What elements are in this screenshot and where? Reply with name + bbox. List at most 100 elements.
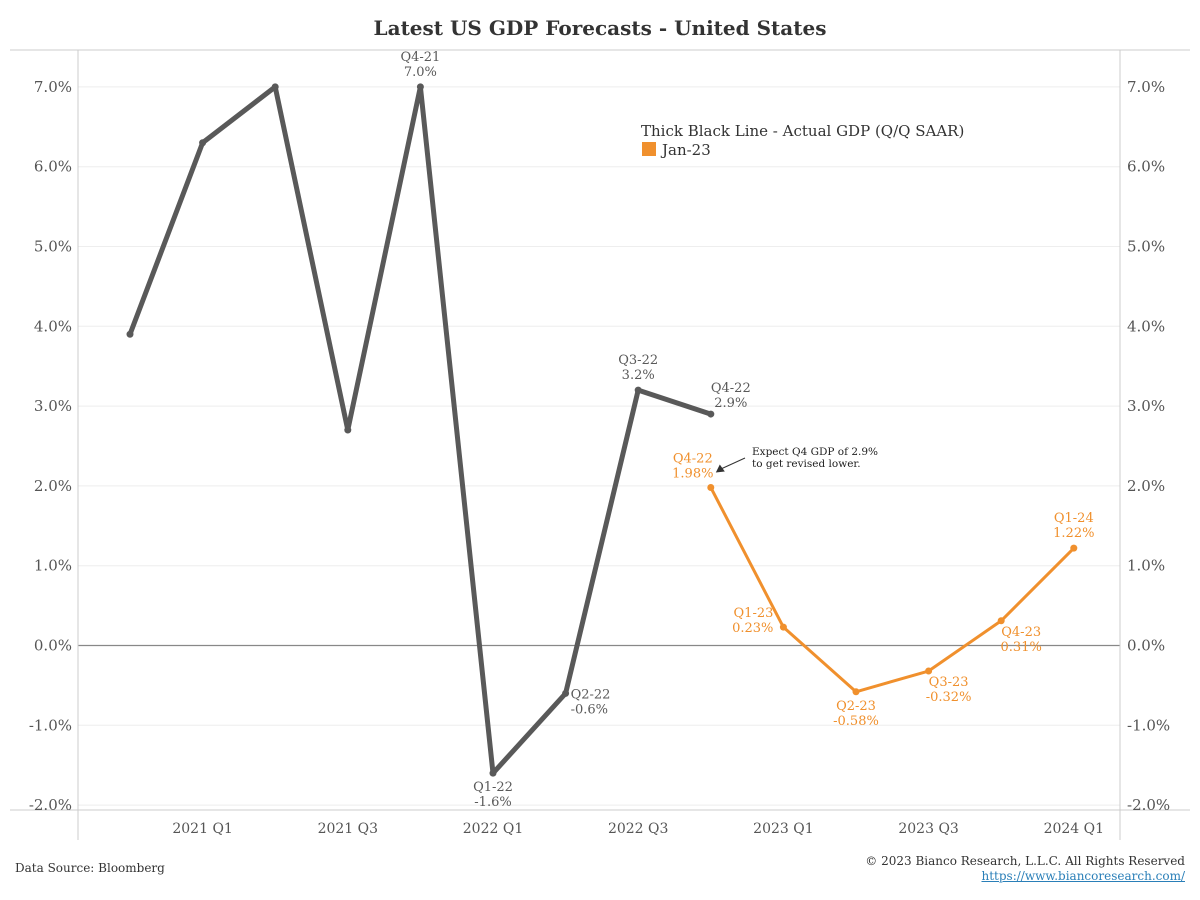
data-label: Q4-22 2.9% [711, 381, 751, 411]
data-label-line: Q4-22 [673, 451, 713, 466]
legend: Thick Black Line - Actual GDP (Q/Q SAAR)… [641, 122, 964, 159]
data-label-line: Q3-23 [929, 675, 969, 690]
data-label-line: -0.58% [833, 714, 879, 729]
y-axis-left: 7.0% 6.0% 5.0% 4.0% 3.0% 2.0% 1.0% 0.0% -1.0% -2.… [29, 78, 72, 814]
forecast-point [852, 688, 860, 696]
data-label-line: 0.23% [732, 621, 773, 636]
y-tick-label-right: 5.0% [1127, 238, 1165, 256]
data-label-line: 0.31% [1001, 640, 1042, 655]
legend-note: Thick Black Line - Actual GDP (Q/Q SAAR) [641, 122, 964, 140]
data-label: Q3-23 -0.32% [926, 675, 972, 705]
data-label-line: -0.6% [571, 702, 608, 717]
actual-point [199, 139, 207, 147]
forecast-point [997, 617, 1005, 625]
legend-label: Jan-23 [660, 141, 711, 159]
actual-point [489, 769, 497, 777]
y-tick-label-left: 4.0% [34, 317, 72, 335]
x-tick-label: 2022 Q3 [608, 821, 668, 837]
data-label-line: 3.2% [622, 368, 655, 383]
gridlines [78, 86, 1120, 806]
data-label: Q1-23 0.23% [732, 606, 773, 636]
series-layer [126, 83, 1078, 777]
y-tick-label-right: 0.0% [1127, 637, 1165, 655]
actual-point [344, 426, 352, 434]
data-label-line: Q1-24 [1054, 511, 1094, 526]
y-tick-label-left: 6.0% [34, 158, 72, 176]
data-label: Q4-23 0.31% [1001, 625, 1042, 655]
data-label: Q4-21 7.0% [400, 50, 440, 80]
data-label: Q3-22 3.2% [618, 353, 658, 383]
data-label: Q1-22 -1.6% [473, 780, 513, 810]
actual-point [271, 83, 279, 91]
legend-swatch [642, 142, 656, 156]
forecast-point [707, 483, 715, 491]
data-label-line: Q4-23 [1001, 625, 1041, 640]
x-tick-label: 2023 Q1 [753, 821, 813, 837]
x-axis: 2021 Q1 2021 Q3 2022 Q1 2022 Q3 2023 Q1 2023 … [172, 821, 1104, 837]
data-label: Q4-22 1.98% [672, 451, 713, 481]
plot-frame [10, 49, 1190, 840]
y-tick-label-right: 3.0% [1127, 397, 1165, 415]
forecast-point [925, 667, 933, 675]
data-label-line: 1.98% [672, 466, 713, 481]
data-label: Q2-23 -0.58% [833, 699, 879, 729]
data-label-line: 1.22% [1053, 526, 1094, 541]
data-label: Q2-22 -0.6% [571, 687, 611, 717]
data-source-note: Data Source: Bloomberg [15, 861, 165, 875]
copyright-text: © 2023 Bianco Research, L.L.C. All Right… [865, 854, 1185, 868]
y-tick-label-left: 0.0% [34, 637, 72, 655]
y-tick-label-left: 1.0% [34, 557, 72, 575]
y-tick-label-right: 7.0% [1127, 78, 1165, 96]
chart-title: Latest US GDP Forecasts - United States [373, 16, 827, 40]
data-label-line: Q2-23 [836, 699, 876, 714]
actual-point [634, 386, 642, 394]
footer-credits: © 2023 Bianco Research, L.L.C. All Right… [865, 854, 1185, 884]
y-tick-label-right: 2.0% [1127, 477, 1165, 495]
data-label-line: Q4-22 [711, 381, 751, 396]
data-label-line: Q3-22 [618, 353, 658, 368]
y-tick-label-right: 6.0% [1127, 158, 1165, 176]
actual-point [707, 410, 715, 418]
y-axis-right: 7.0% 6.0% 5.0% 4.0% 3.0% 2.0% 1.0% 0.0% -1.0% -2.… [1127, 78, 1170, 814]
annotations: Expect Q4 GDP of 2.9% to get revised lowe… [715, 446, 878, 473]
actual-point [126, 330, 134, 338]
x-tick-label: 2023 Q3 [898, 821, 958, 837]
y-tick-label-right: 1.0% [1127, 557, 1165, 575]
forecast-point [1070, 544, 1078, 552]
data-label-line: Q1-22 [473, 780, 513, 795]
data-labels: Q4-21 7.0% Q1-22 -1.6% Q2-22 -0.6% Q3-22 3.2% Q4… [400, 50, 1094, 810]
data-label-line: Q2-22 [571, 687, 611, 702]
x-tick-label: 2021 Q3 [318, 821, 378, 837]
data-label-line: Q4-21 [400, 50, 440, 65]
x-tick-label: 2021 Q1 [172, 821, 232, 837]
x-tick-label: 2022 Q1 [463, 821, 523, 837]
data-label-line: -0.32% [926, 690, 972, 705]
y-tick-label-left: 2.0% [34, 477, 72, 495]
actual-point [416, 83, 424, 91]
y-tick-label-right: 4.0% [1127, 317, 1165, 335]
y-tick-label-left: -2.0% [29, 796, 72, 814]
forecast-point [779, 623, 787, 631]
x-tick-label: 2024 Q1 [1044, 821, 1104, 837]
annotation-text: Expect Q4 GDP of 2.9% to get revised lowe… [752, 446, 878, 470]
data-label-line: 7.0% [404, 65, 437, 80]
annotation-line: Expect Q4 GDP of 2.9% [752, 446, 878, 458]
website-link[interactable]: https://www.biancoresearch.com/ [981, 869, 1185, 883]
actual-point [562, 689, 570, 697]
y-tick-label-left: 7.0% [34, 78, 72, 96]
actual-gdp-line [127, 84, 714, 776]
annotation-arrowhead [715, 464, 725, 473]
data-label-line: -1.6% [474, 795, 511, 810]
data-label: Q1-24 1.22% [1053, 511, 1094, 541]
annotation-arrow [719, 457, 746, 470]
annotation-line: to get revised lower. [752, 458, 861, 470]
data-label-line: 2.9% [714, 396, 747, 411]
y-tick-label-left: -1.0% [29, 716, 72, 734]
y-tick-label-right: -1.0% [1127, 716, 1170, 734]
forecast-line-1 [709, 485, 1076, 694]
y-tick-label-right: -2.0% [1127, 796, 1170, 814]
y-tick-label-left: 3.0% [34, 397, 72, 415]
y-tick-label-left: 5.0% [34, 238, 72, 256]
data-label-line: Q1-23 [734, 606, 774, 621]
